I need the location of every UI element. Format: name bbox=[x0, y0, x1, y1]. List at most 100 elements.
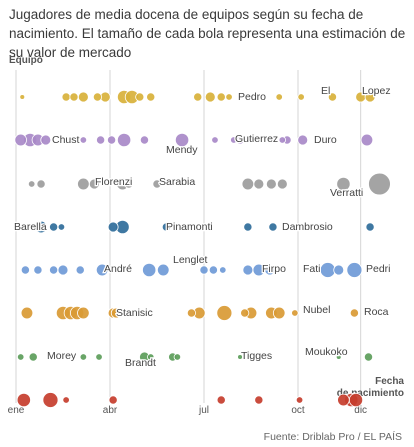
player-label: Moukoko bbox=[305, 346, 348, 358]
data-point bbox=[40, 134, 52, 146]
data-point bbox=[336, 176, 351, 192]
data-point bbox=[107, 221, 119, 233]
data-point bbox=[265, 178, 277, 190]
data-point bbox=[272, 306, 286, 320]
data-point bbox=[230, 136, 238, 144]
player-label: Tigges bbox=[241, 350, 272, 362]
data-point bbox=[241, 177, 255, 191]
data-point bbox=[337, 393, 350, 407]
data-point bbox=[157, 263, 170, 277]
player-label: Pedri bbox=[366, 263, 391, 275]
player-label: Fati bbox=[303, 263, 321, 275]
data-point bbox=[62, 396, 70, 404]
player-label: Dambrosio bbox=[282, 221, 333, 233]
x-tick-label: oct bbox=[291, 405, 305, 416]
data-point bbox=[19, 94, 26, 100]
data-point bbox=[79, 136, 88, 144]
data-point bbox=[316, 223, 324, 231]
player-label: Roca bbox=[364, 306, 389, 318]
data-point bbox=[204, 91, 216, 103]
data-point bbox=[333, 264, 345, 276]
data-point bbox=[142, 262, 157, 278]
data-point bbox=[199, 265, 209, 275]
player-label: Pedro bbox=[238, 91, 266, 103]
data-point bbox=[219, 266, 227, 274]
data-point bbox=[363, 352, 374, 362]
data-point bbox=[146, 92, 156, 102]
player-label: Duro bbox=[314, 134, 337, 146]
data-point bbox=[254, 395, 264, 405]
player-label: Brandt bbox=[125, 357, 156, 369]
data-point bbox=[77, 177, 90, 191]
x-axis-label-line2: de nacimiento bbox=[337, 388, 404, 399]
data-point bbox=[107, 135, 117, 145]
data-point bbox=[42, 392, 59, 408]
data-point bbox=[135, 92, 145, 102]
data-point bbox=[364, 91, 376, 103]
player-label: Chust bbox=[52, 134, 80, 146]
grid-lines bbox=[15, 70, 362, 403]
data-point bbox=[34, 220, 48, 234]
data-point bbox=[216, 92, 226, 102]
data-point bbox=[193, 92, 203, 102]
data-point bbox=[268, 222, 278, 232]
player-label: Florenzi bbox=[95, 176, 132, 188]
data-point bbox=[139, 135, 150, 145]
axis-labels: Equipo Fecha de nacimiento bbox=[9, 55, 404, 399]
data-point bbox=[365, 222, 375, 232]
data-point bbox=[368, 172, 391, 196]
player-label: Gutierrez bbox=[235, 133, 278, 145]
data-point bbox=[325, 136, 334, 144]
data-point bbox=[57, 264, 69, 276]
x-tick-labels: ene abr jul oct dic bbox=[8, 405, 367, 416]
source-note: Fuente: Driblab Pro / EL PAÍS bbox=[263, 431, 402, 443]
data-point bbox=[36, 179, 46, 189]
data-point bbox=[335, 354, 342, 360]
x-tick-label: jul bbox=[198, 405, 209, 416]
data-point bbox=[346, 262, 363, 278]
data-point bbox=[75, 265, 85, 275]
player-label: Lopez bbox=[362, 85, 391, 97]
data-point bbox=[95, 263, 109, 277]
data-point bbox=[20, 306, 34, 320]
data-point bbox=[49, 222, 59, 232]
data-point bbox=[17, 353, 25, 361]
data-point bbox=[79, 353, 88, 361]
data-point bbox=[147, 353, 155, 361]
player-label: André bbox=[104, 263, 132, 275]
player-label: Nubel bbox=[303, 304, 330, 316]
data-point bbox=[276, 178, 288, 190]
data-point bbox=[264, 264, 276, 276]
player-label: Firpo bbox=[262, 263, 286, 275]
data-point bbox=[297, 134, 309, 146]
data-point bbox=[237, 354, 243, 360]
data-point bbox=[349, 308, 359, 318]
data-point bbox=[88, 178, 100, 190]
x-tick-label: ene bbox=[8, 405, 25, 416]
data-point bbox=[327, 92, 338, 102]
data-point bbox=[96, 135, 106, 145]
data-point bbox=[278, 136, 287, 144]
data-point bbox=[295, 396, 304, 404]
player-label: Stanisic bbox=[116, 307, 153, 319]
data-point bbox=[275, 93, 283, 101]
data-point bbox=[240, 308, 250, 318]
data-point bbox=[291, 309, 299, 317]
player-label: Pinamonti bbox=[166, 221, 213, 233]
data-point bbox=[174, 132, 190, 148]
data-point bbox=[242, 264, 254, 276]
data-point bbox=[33, 265, 43, 275]
player-label: Verratti bbox=[330, 187, 363, 199]
y-axis-label: Equipo bbox=[9, 55, 43, 66]
player-label: Lenglet bbox=[173, 254, 208, 266]
x-axis-label-line1: Fecha bbox=[375, 376, 404, 387]
player-label: Barella bbox=[14, 221, 47, 233]
data-point bbox=[77, 306, 90, 320]
data-point bbox=[360, 133, 374, 147]
chart-title: Jugadores de media docena de equipos seg… bbox=[9, 7, 406, 60]
x-tick-label: dic bbox=[354, 405, 367, 416]
data-point bbox=[69, 92, 79, 102]
data-point bbox=[20, 265, 30, 275]
data-point bbox=[297, 93, 305, 101]
data-point bbox=[173, 353, 182, 361]
